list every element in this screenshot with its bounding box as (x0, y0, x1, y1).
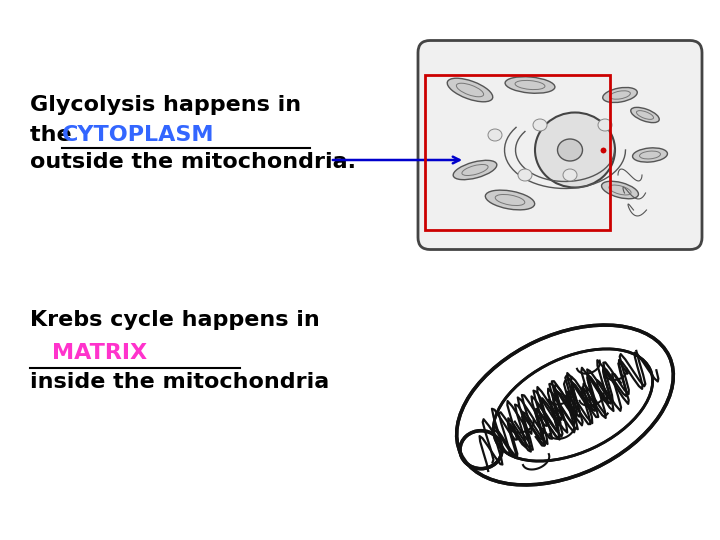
Ellipse shape (485, 190, 535, 210)
Ellipse shape (453, 160, 497, 180)
Ellipse shape (563, 169, 577, 181)
Text: the: the (30, 125, 79, 145)
Text: inside the mitochondria: inside the mitochondria (30, 372, 329, 392)
Ellipse shape (518, 169, 532, 181)
Text: Krebs cycle happens in: Krebs cycle happens in (30, 310, 320, 330)
Ellipse shape (633, 148, 667, 162)
Ellipse shape (598, 119, 612, 131)
Ellipse shape (533, 119, 547, 131)
Ellipse shape (460, 431, 502, 469)
Bar (425, 75, 610, 230)
Ellipse shape (535, 112, 615, 187)
Ellipse shape (488, 129, 502, 141)
Ellipse shape (557, 139, 582, 161)
Ellipse shape (456, 325, 673, 485)
Ellipse shape (505, 77, 555, 93)
Ellipse shape (603, 87, 637, 103)
Text: MATRIX: MATRIX (52, 343, 147, 363)
FancyBboxPatch shape (418, 40, 702, 249)
Text: outside the mitochondria.: outside the mitochondria. (30, 152, 356, 172)
Ellipse shape (631, 107, 660, 123)
Text: Glycolysis happens in: Glycolysis happens in (30, 95, 301, 115)
Ellipse shape (454, 322, 676, 488)
Ellipse shape (447, 78, 492, 102)
Ellipse shape (601, 181, 639, 199)
Ellipse shape (493, 349, 652, 461)
Text: CYTOPLASM: CYTOPLASM (62, 125, 215, 145)
